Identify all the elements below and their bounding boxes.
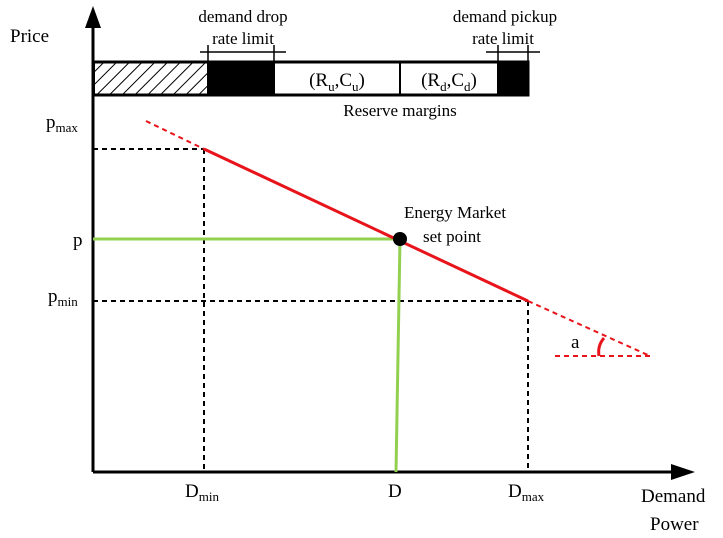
y-axis-arrow	[85, 6, 101, 28]
pickup-limit-label-line2: rate limit	[472, 29, 534, 48]
setpoint-lines	[93, 237, 402, 473]
pmax-label: pmax	[46, 112, 78, 135]
setpoint-label-line1: Energy Market	[404, 203, 506, 222]
drop-limit-label-line1: demand drop	[198, 7, 287, 26]
drop-limit-bracket	[200, 45, 286, 62]
drop-limit-label-line2: rate limit	[212, 29, 274, 48]
drop-limit-block	[208, 62, 274, 95]
pmin-label: pmin	[48, 286, 78, 309]
setpoint-label-line2: set point	[423, 227, 481, 246]
x-axis-label-line2: Power	[650, 514, 699, 535]
reserve-down-label: (Rd,Cd)	[421, 70, 477, 94]
dmin-label: Dmin	[185, 481, 219, 504]
reserve-bar-outline	[91, 60, 530, 97]
d-label: D	[388, 481, 402, 502]
reserve-bar	[91, 60, 530, 97]
pickup-limit-block	[498, 62, 528, 95]
p-label: p	[73, 230, 83, 251]
angle-arc	[597, 337, 606, 357]
guide-lines	[93, 148, 529, 472]
reserve-up-label: (Ru,Cu)	[309, 70, 365, 94]
curve-dashed-lower	[527, 300, 651, 357]
reserve-down-cell	[399, 61, 499, 96]
reserve-margins-label: Reserve margins	[343, 101, 456, 120]
setpoint-marker	[393, 232, 407, 246]
angle-label: a	[571, 332, 580, 353]
hatched-segment	[93, 61, 209, 96]
x-axis-arrow	[671, 464, 695, 480]
reserve-up-cell	[273, 61, 401, 96]
x-axis-label-line1: Demand	[641, 486, 706, 507]
d-line	[394, 238, 402, 473]
curve-dashed-upper	[145, 120, 205, 150]
pickup-limit-bracket	[486, 45, 540, 62]
dmax-label: Dmax	[508, 481, 545, 504]
demand-curve	[145, 120, 651, 357]
y-axis-label: Price	[10, 26, 49, 47]
curve-solid	[203, 147, 529, 303]
pickup-limit-label-line1: demand pickup	[453, 7, 557, 26]
